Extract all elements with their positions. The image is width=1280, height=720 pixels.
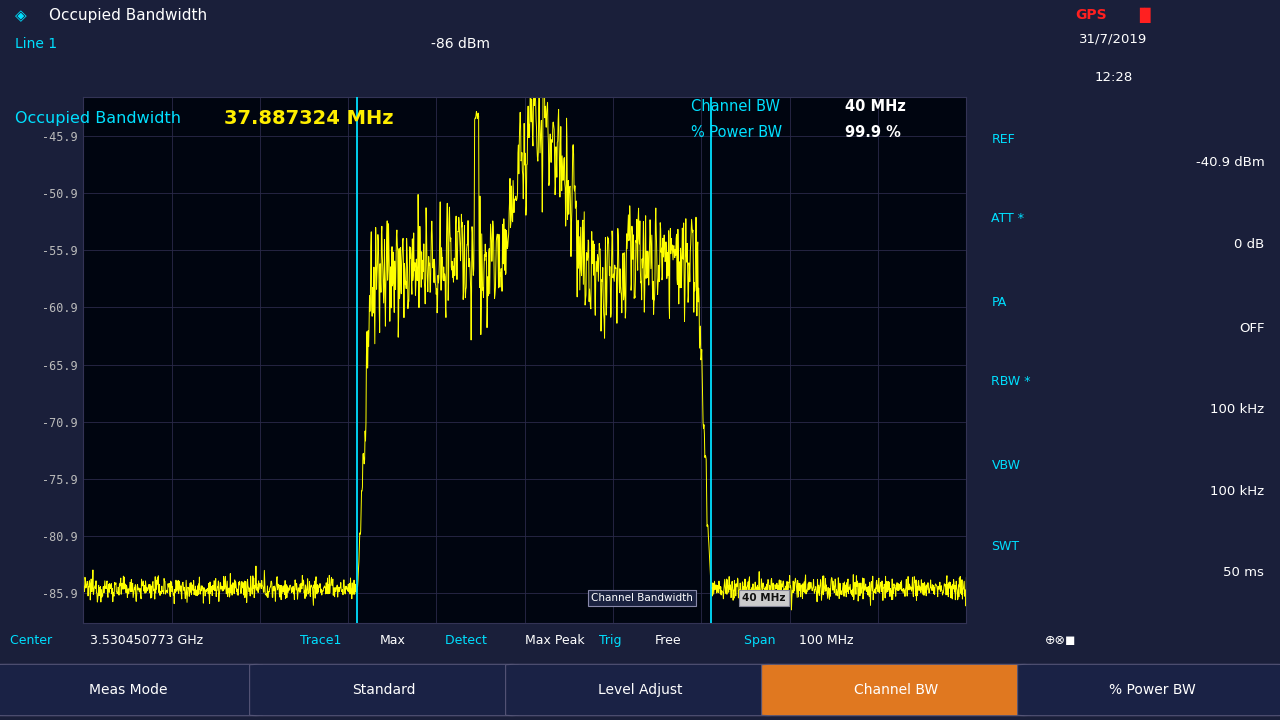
Text: 37.887324 MHz: 37.887324 MHz — [224, 109, 393, 127]
Text: 100 MHz: 100 MHz — [799, 634, 854, 647]
Text: ⊕⊗◼: ⊕⊗◼ — [1044, 634, 1076, 647]
Text: 99.9 %: 99.9 % — [845, 125, 901, 140]
Text: Level Adjust: Level Adjust — [598, 683, 682, 697]
Text: GPS: GPS — [1075, 8, 1107, 22]
Text: Standard: Standard — [352, 683, 416, 697]
Text: Line 1: Line 1 — [15, 37, 58, 50]
Text: 3.530450773 GHz: 3.530450773 GHz — [90, 634, 204, 647]
Text: Channel BW: Channel BW — [854, 683, 938, 697]
Text: Trace1: Trace1 — [300, 634, 344, 647]
Text: ▐▌: ▐▌ — [1133, 8, 1156, 23]
Text: -40.9 dBm: -40.9 dBm — [1196, 156, 1265, 169]
Text: VBW: VBW — [992, 459, 1020, 472]
Text: Channel Bandwidth: Channel Bandwidth — [591, 593, 694, 603]
Text: 100 kHz: 100 kHz — [1210, 403, 1265, 416]
Text: -86 dBm: -86 dBm — [431, 37, 490, 50]
FancyBboxPatch shape — [0, 665, 262, 716]
Text: 31/7/2019: 31/7/2019 — [1079, 32, 1148, 45]
Text: ◈: ◈ — [15, 8, 27, 23]
FancyBboxPatch shape — [1018, 665, 1280, 716]
Text: Span: Span — [744, 634, 780, 647]
Text: 50 ms: 50 ms — [1224, 567, 1265, 580]
Text: Detect: Detect — [444, 634, 490, 647]
Text: Meas Mode: Meas Mode — [88, 683, 168, 697]
Text: 40 MHz: 40 MHz — [845, 99, 906, 114]
Text: Occupied Bandwidth: Occupied Bandwidth — [15, 111, 182, 126]
Text: SWT: SWT — [992, 540, 1020, 553]
Text: REF: REF — [992, 132, 1015, 145]
Text: 12:28: 12:28 — [1094, 71, 1133, 84]
Text: Center: Center — [10, 634, 56, 647]
Text: ATT *: ATT * — [992, 212, 1024, 225]
FancyBboxPatch shape — [250, 665, 518, 716]
Text: % Power BW: % Power BW — [691, 125, 782, 140]
Text: RBW *: RBW * — [992, 374, 1030, 387]
Text: Max Peak: Max Peak — [525, 634, 585, 647]
Text: 100 kHz: 100 kHz — [1210, 485, 1265, 498]
FancyBboxPatch shape — [762, 665, 1030, 716]
Text: PA: PA — [992, 296, 1007, 309]
Text: Channel BW: Channel BW — [691, 99, 781, 114]
Text: 0 dB: 0 dB — [1234, 238, 1265, 251]
Text: Occupied Bandwidth: Occupied Bandwidth — [49, 8, 207, 23]
Text: Max: Max — [380, 634, 406, 647]
FancyBboxPatch shape — [506, 665, 774, 716]
Text: Free: Free — [654, 634, 681, 647]
Text: Trig: Trig — [599, 634, 626, 647]
Text: 40 MHz: 40 MHz — [742, 593, 786, 603]
Text: % Power BW: % Power BW — [1108, 683, 1196, 697]
Text: OFF: OFF — [1239, 322, 1265, 335]
